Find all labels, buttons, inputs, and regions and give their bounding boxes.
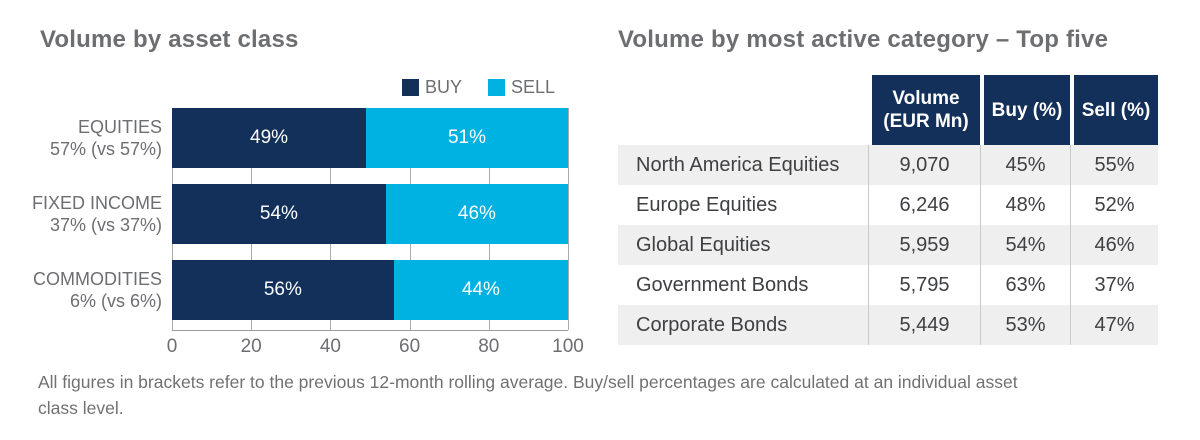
row-label: Government Bonds	[618, 265, 868, 305]
footnote: All figures in brackets refer to the pre…	[38, 369, 1183, 421]
category-label-commodities: COMMODITIES 6% (vs 6%)	[28, 260, 162, 320]
table-header-sell: Sell (%)	[1070, 75, 1158, 145]
category-label-fixed-income: FIXED INCOME 37% (vs 37%)	[28, 184, 162, 244]
x-tick-0: 0	[166, 336, 178, 357]
category-sub: 6% (vs 6%)	[69, 291, 162, 311]
row-volume: 5,795	[868, 265, 980, 305]
bar-segment-sell: 44%	[393, 260, 568, 320]
table-header-spacer	[618, 75, 868, 145]
bar-value-label: 49%	[250, 127, 289, 148]
legend-label-buy: BUY	[425, 77, 463, 97]
bar-segment-sell: 46%	[385, 184, 568, 244]
bar-value-label: 46%	[457, 203, 496, 224]
table-row: Corporate Bonds 5,449 53% 47%	[618, 305, 1158, 345]
bar-segment-sell: 51%	[366, 108, 568, 168]
bar-value-label: 56%	[263, 279, 302, 300]
row-buy: 63%	[980, 265, 1070, 305]
row-sell: 55%	[1070, 145, 1158, 185]
row-label: Global Equities	[618, 225, 868, 265]
legend-item-buy: BUY	[402, 77, 462, 98]
row-buy: 53%	[980, 305, 1070, 345]
row-sell: 52%	[1070, 185, 1158, 225]
gridline-100	[568, 108, 569, 330]
row-buy: 48%	[980, 185, 1070, 225]
category-name: FIXED INCOME	[31, 193, 162, 213]
table-header-volume: Volume (EUR Mn)	[868, 75, 980, 145]
bar-value-label: 44%	[461, 279, 500, 300]
row-label: Europe Equities	[618, 185, 868, 225]
footnote-line-2: class level.	[38, 398, 124, 418]
bar-segment-buy: 56%	[172, 260, 394, 320]
category-sub: 37% (vs 37%)	[49, 215, 162, 235]
row-volume: 6,246	[868, 185, 980, 225]
row-buy: 54%	[980, 225, 1070, 265]
bar-equities: 49% 51%	[172, 108, 568, 168]
x-tick-20: 20	[240, 336, 262, 357]
table-row: Europe Equities 6,246 48% 52%	[618, 185, 1158, 225]
bar-value-label: 51%	[447, 127, 487, 148]
table-header-buy: Buy (%)	[980, 75, 1070, 145]
sell-swatch-icon	[488, 79, 506, 96]
chart-legend: BUY SELL	[402, 77, 555, 98]
x-tick-60: 60	[399, 336, 421, 357]
category-name: EQUITIES	[77, 117, 162, 137]
x-axis-line	[172, 330, 568, 331]
x-tick-80: 80	[478, 336, 500, 357]
footnote-line-1: All figures in brackets refer to the pre…	[38, 372, 1018, 392]
legend-label-sell: SELL	[511, 77, 556, 97]
bar-value-label: 54%	[259, 203, 298, 224]
table-row: Global Equities 5,959 54% 46%	[618, 225, 1158, 265]
row-volume: 5,959	[868, 225, 980, 265]
category-label-equities: EQUITIES 57% (vs 57%)	[28, 108, 162, 168]
bar-segment-buy: 49%	[172, 108, 367, 168]
row-volume: 9,070	[868, 145, 980, 185]
row-label: North America Equities	[618, 145, 868, 185]
bar-segment-buy: 54%	[172, 184, 386, 244]
bar-chart-plot-area: 49% 51% 54% 46% 56% 44% 0 20 40 60 80	[167, 108, 584, 360]
table-row: North America Equities 9,070 45% 55%	[618, 145, 1158, 185]
row-sell: 37%	[1070, 265, 1158, 305]
row-volume: 5,449	[868, 305, 980, 345]
right-table-title: Volume by most active category – Top fiv…	[618, 26, 1109, 53]
category-name: COMMODITIES	[33, 269, 162, 289]
row-label: Corporate Bonds	[618, 305, 868, 345]
bar-fixed-income: 54% 46%	[172, 184, 568, 244]
x-tick-40: 40	[319, 336, 341, 357]
row-buy: 45%	[980, 145, 1070, 185]
bar-commodities: 56% 44%	[172, 260, 568, 320]
row-sell: 47%	[1070, 305, 1158, 345]
table-row: Government Bonds 5,795 63% 37%	[618, 265, 1158, 305]
left-chart-title: Volume by asset class	[40, 26, 299, 53]
table-header-row: Volume (EUR Mn) Buy (%) Sell (%)	[618, 75, 1158, 145]
category-sub: 57% (vs 57%)	[49, 139, 162, 159]
top-five-table: Volume (EUR Mn) Buy (%) Sell (%) North A…	[618, 75, 1158, 345]
row-sell: 46%	[1070, 225, 1158, 265]
legend-item-sell: SELL	[488, 77, 555, 98]
x-tick-100: 100	[552, 336, 584, 357]
buy-swatch-icon	[402, 79, 419, 96]
